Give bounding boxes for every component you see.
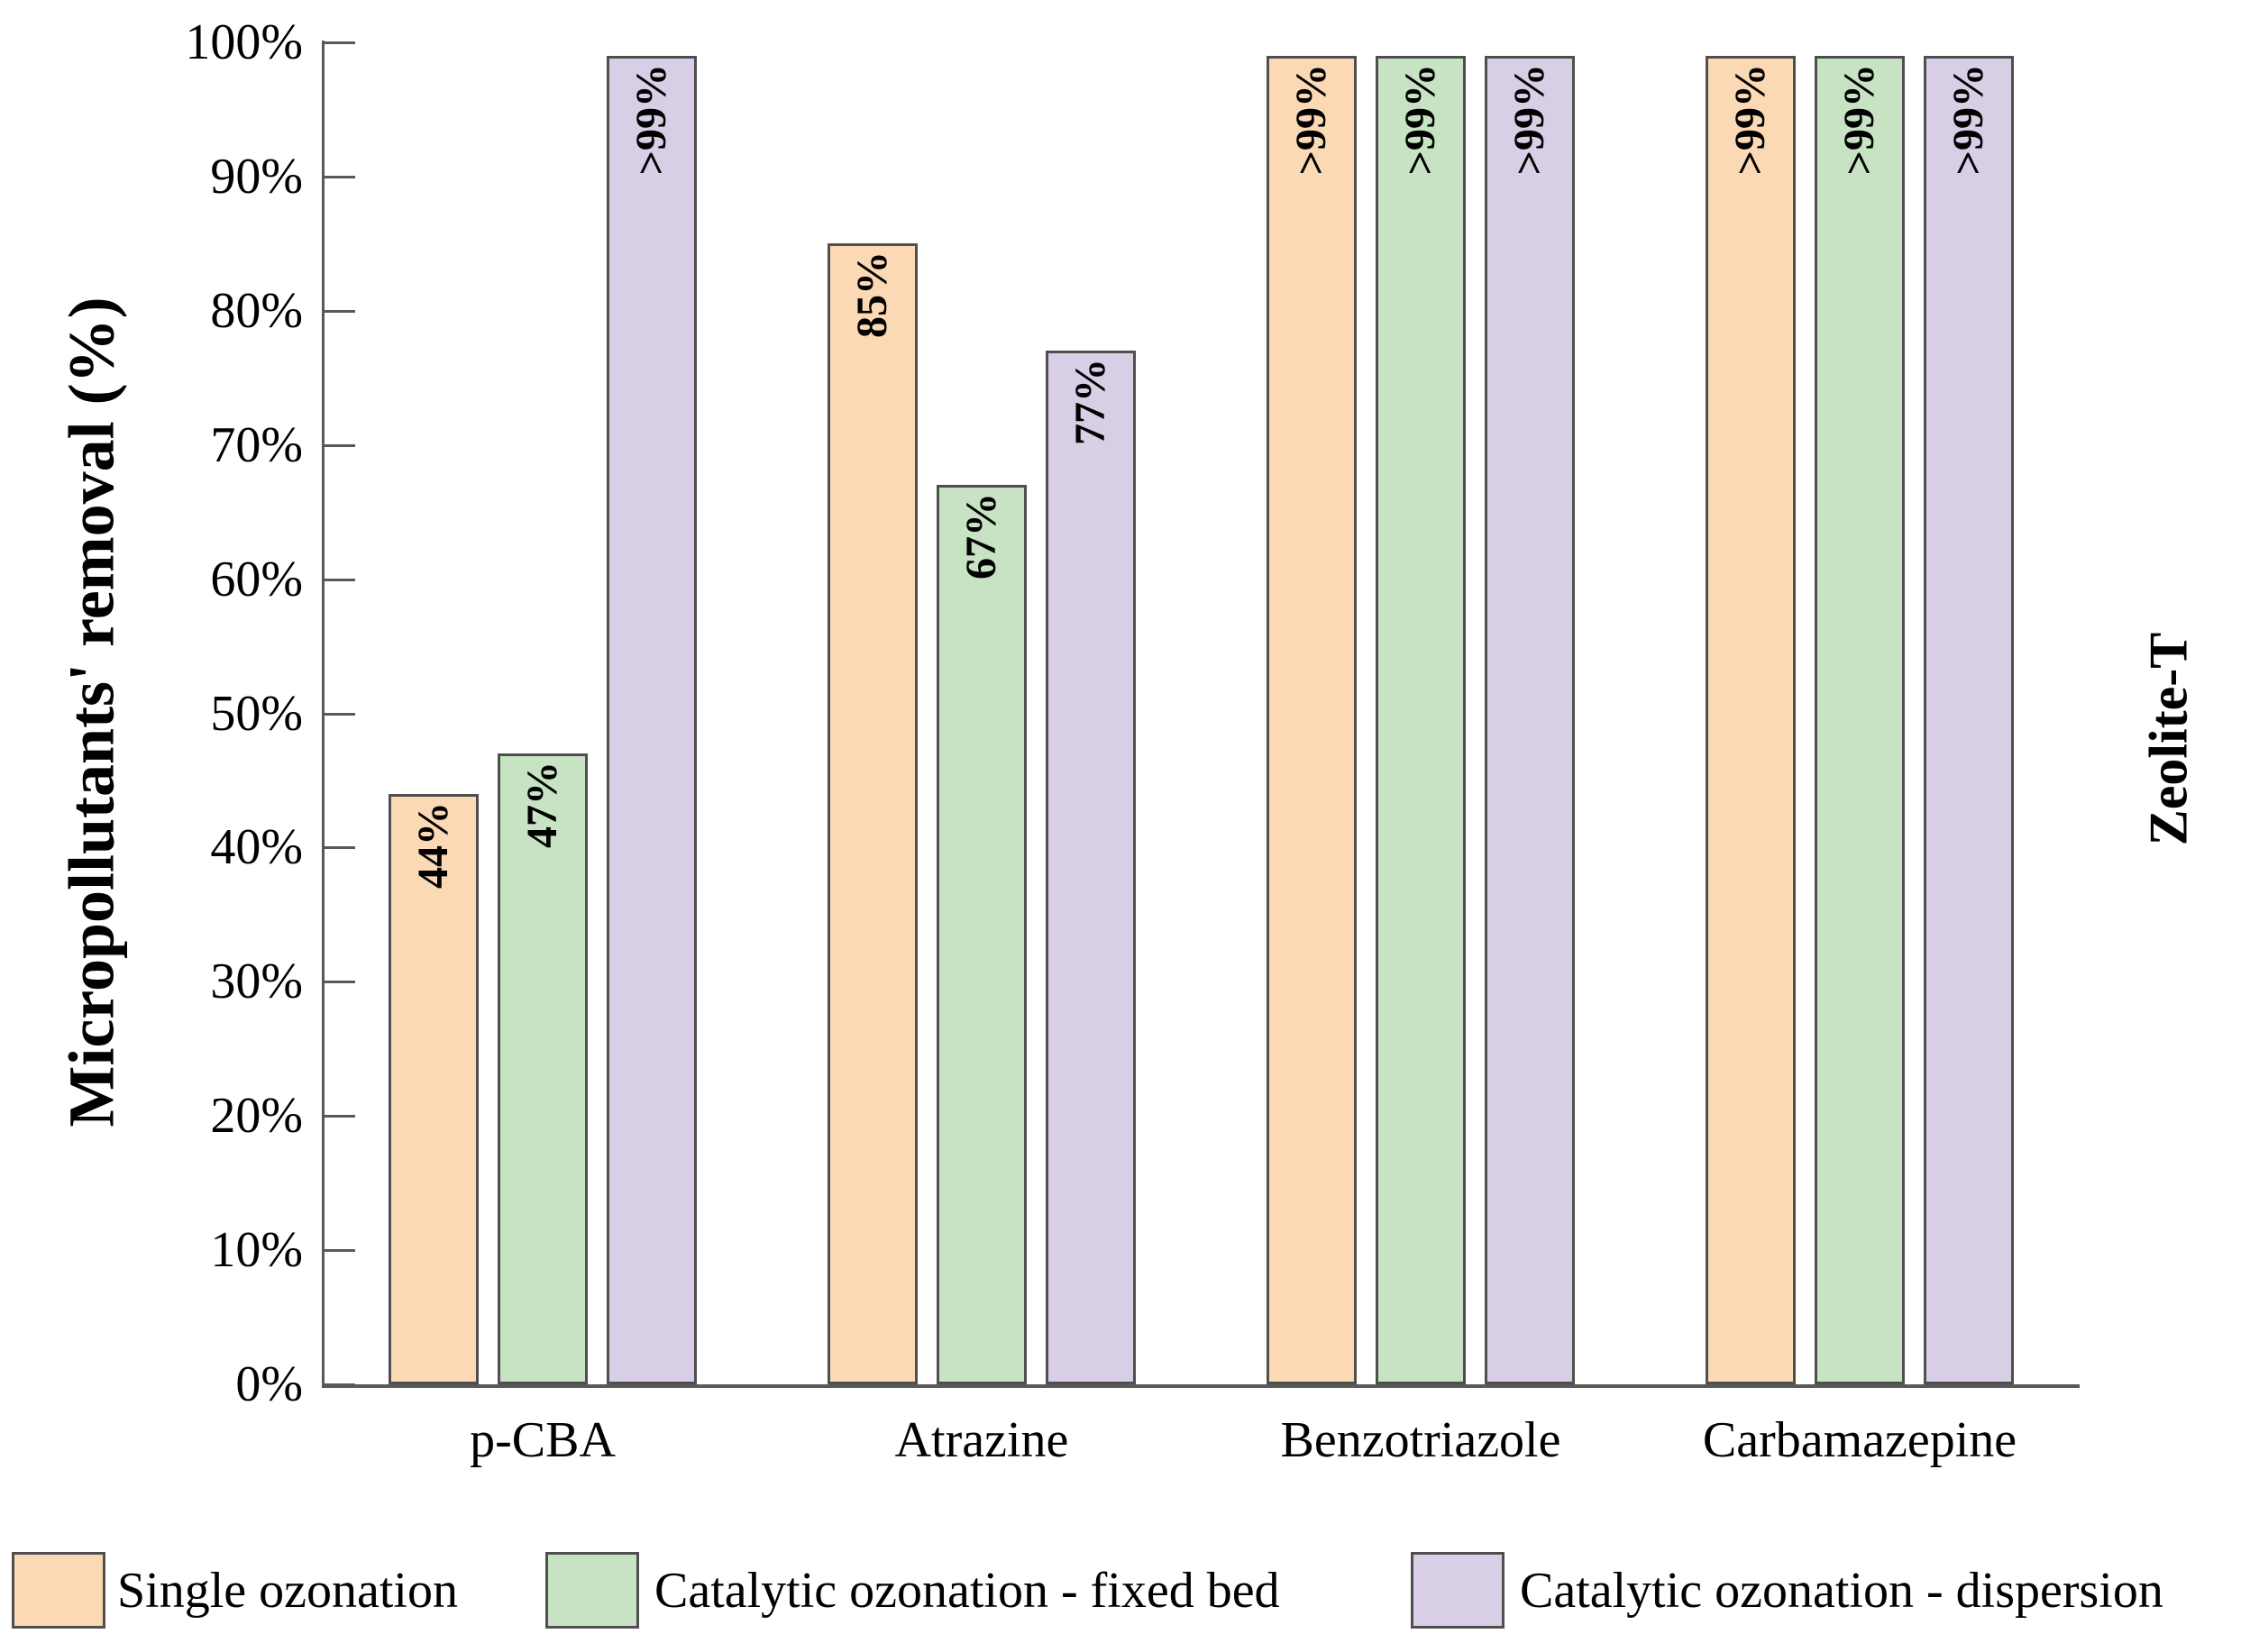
y-tick-30 bbox=[325, 981, 355, 984]
bar-value-label: >99% bbox=[1835, 64, 1883, 176]
bar-value-label: >99% bbox=[1505, 64, 1553, 176]
y-tick-70 bbox=[325, 443, 355, 447]
bar-value-label: >99% bbox=[627, 64, 675, 176]
y-tick-label-40: 40% bbox=[210, 819, 303, 876]
y-tick-label-30: 30% bbox=[210, 954, 303, 1010]
bar-atrazine-series-3: 77% bbox=[1046, 351, 1136, 1384]
legend-label-3: Catalytic ozonation - dispersion bbox=[1520, 1563, 2163, 1619]
y-tick-100 bbox=[325, 41, 355, 44]
bar-benzotriazole-series-1: >99% bbox=[1267, 56, 1357, 1384]
legend-swatch-3 bbox=[1411, 1552, 1505, 1629]
y-axis-line bbox=[322, 41, 325, 1387]
y-tick-label-80: 80% bbox=[210, 282, 303, 339]
bar-carbamazepine-series-1: >99% bbox=[1706, 56, 1796, 1384]
y-tick-label-50: 50% bbox=[210, 685, 303, 742]
bar-benzotriazole-series-3: >99% bbox=[1485, 56, 1575, 1384]
y-tick-40 bbox=[325, 846, 355, 850]
bar-p-cba-series-3: >99% bbox=[607, 56, 697, 1384]
bar-value-label: 47% bbox=[518, 762, 566, 848]
legend-swatch-1 bbox=[12, 1552, 105, 1629]
bar-p-cba-series-2: 47% bbox=[498, 753, 588, 1384]
bar-value-label: >99% bbox=[1287, 64, 1335, 176]
y-tick-60 bbox=[325, 578, 355, 581]
legend-label-1: Single ozonation bbox=[117, 1563, 458, 1619]
y-tick-label-100: 100% bbox=[185, 14, 303, 70]
bar-atrazine-series-2: 67% bbox=[937, 485, 1027, 1384]
x-axis-label-p-cba: p-CBA bbox=[470, 1412, 616, 1468]
bar-value-label: 67% bbox=[957, 493, 1005, 580]
bar-benzotriazole-series-2: >99% bbox=[1376, 56, 1466, 1384]
x-axis-label-atrazine: Atrazine bbox=[894, 1412, 1069, 1468]
y-tick-label-20: 20% bbox=[210, 1088, 303, 1145]
bar-value-label: 44% bbox=[409, 802, 457, 889]
bar-value-label: >99% bbox=[1944, 64, 1992, 176]
bar-carbamazepine-series-2: >99% bbox=[1815, 56, 1905, 1384]
y-tick-80 bbox=[325, 309, 355, 313]
right-annotation-zeolite-t: Zeolite-T bbox=[2138, 632, 2199, 846]
y-tick-20 bbox=[325, 1115, 355, 1118]
bar-value-label: >99% bbox=[1396, 64, 1444, 176]
y-tick-0 bbox=[325, 1383, 355, 1386]
bar-value-label: 85% bbox=[848, 251, 896, 338]
bar-atrazine-series-1: 85% bbox=[828, 243, 918, 1384]
x-axis-label-benzotriazole: Benzotriazole bbox=[1280, 1412, 1561, 1468]
legend-label-2: Catalytic ozonation - fixed bed bbox=[654, 1563, 1280, 1619]
legend-swatch-2 bbox=[545, 1552, 639, 1629]
y-tick-50 bbox=[325, 712, 355, 716]
bar-value-label: >99% bbox=[1726, 64, 1774, 176]
y-tick-label-60: 60% bbox=[210, 551, 303, 607]
y-tick-label-10: 10% bbox=[210, 1222, 303, 1279]
y-tick-90 bbox=[325, 175, 355, 178]
x-axis-label-carbamazepine: Carbamazepine bbox=[1702, 1412, 2017, 1468]
y-tick-label-0: 0% bbox=[235, 1356, 303, 1412]
y-tick-label-70: 70% bbox=[210, 416, 303, 473]
x-axis-line bbox=[322, 1384, 2080, 1388]
y-tick-10 bbox=[325, 1249, 355, 1253]
bar-p-cba-series-1: 44% bbox=[389, 794, 479, 1384]
bar-value-label: 77% bbox=[1066, 359, 1114, 445]
y-tick-label-90: 90% bbox=[210, 148, 303, 205]
bar-carbamazepine-series-3: >99% bbox=[1924, 56, 2014, 1384]
